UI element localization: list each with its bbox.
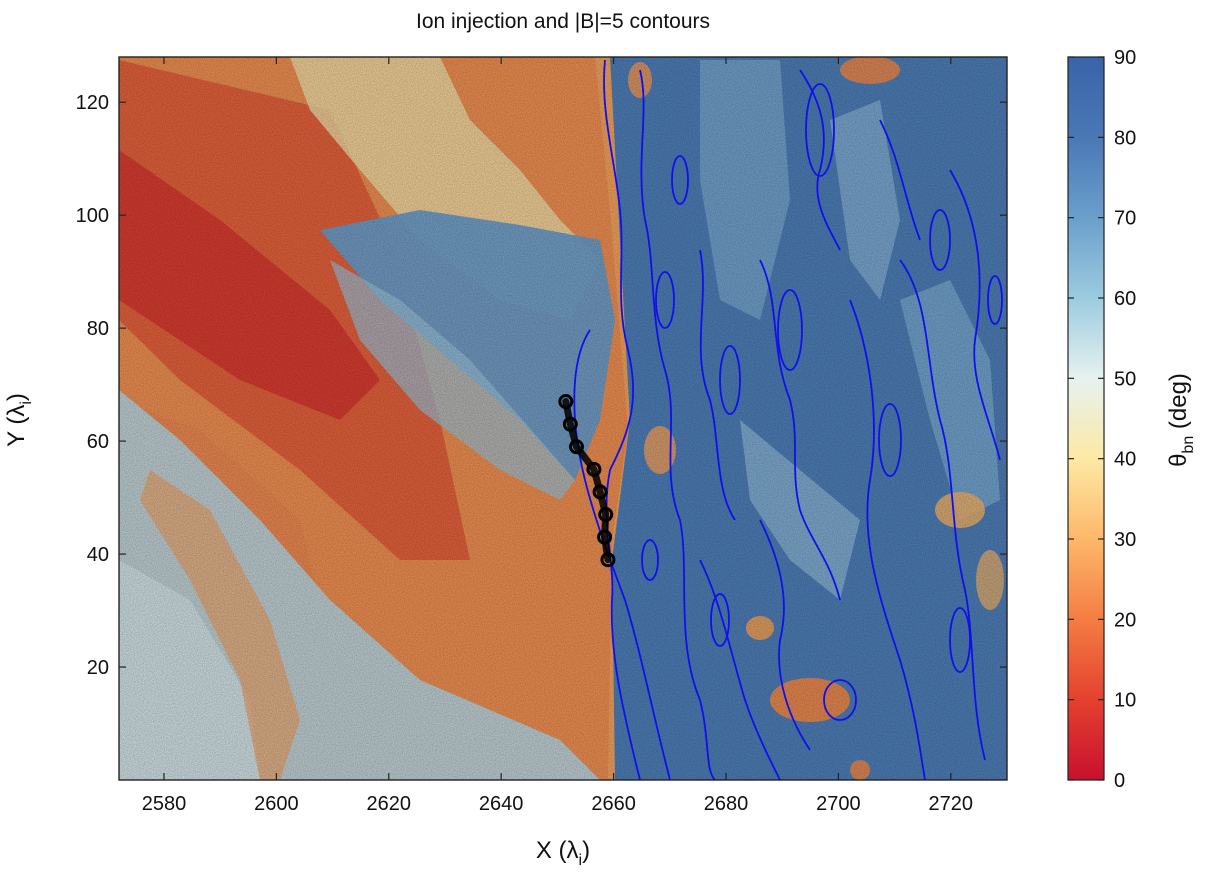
contour-line (699, 249, 736, 521)
y-tick-label: 80 (87, 318, 109, 340)
contour-line (759, 519, 811, 751)
contour-loop (929, 209, 951, 271)
contour-line (899, 259, 986, 761)
y-axis-ticks: 20 40 60 80 100 120 (76, 92, 1007, 679)
contour-loop (710, 593, 730, 647)
x-tick-label: 2700 (816, 793, 861, 815)
x-tick-label: 2680 (704, 793, 749, 815)
x-tick-label: 2600 (254, 793, 299, 815)
ion-injection-trace (562, 398, 612, 564)
contour-loop (878, 403, 902, 477)
contour-line (799, 69, 841, 251)
y-axis-label-sub: i (18, 401, 35, 405)
ion-injection-point (597, 529, 613, 545)
colorbar-tick-label: 20 (1114, 609, 1136, 631)
contour-loop (719, 345, 741, 415)
contour-loop (823, 679, 857, 721)
contour-line (759, 259, 841, 601)
colorbar-label: θbn (deg) (1165, 373, 1197, 467)
x-axis-label-end: ) (582, 837, 590, 864)
plot-frame (118, 56, 1008, 781)
contour-loop (641, 539, 659, 581)
x-axis-ticks: 2580 2600 2620 2640 2660 2680 2700 2720 (142, 57, 973, 815)
ion-injection-point (558, 394, 574, 410)
x-axis-label-main: X (λ (536, 837, 579, 864)
colorbar (1067, 56, 1105, 781)
colorbar-tick-label: 80 (1114, 127, 1136, 149)
ion-injection-point (562, 416, 578, 432)
x-tick-label: 2660 (591, 793, 636, 815)
x-tick-label: 2620 (367, 793, 412, 815)
y-tick-label: 100 (76, 205, 109, 227)
contour-group (573, 59, 1003, 780)
contour-line (879, 119, 921, 241)
contour-loop (805, 83, 835, 177)
ion-injection-point (568, 439, 584, 455)
ion-injection-point (592, 484, 608, 500)
colorbar-tick-label: 70 (1114, 208, 1136, 230)
y-axis-label: Y (λi) (3, 393, 35, 447)
x-tick-label: 2580 (142, 793, 187, 815)
contour-loop (777, 289, 803, 371)
x-axis-label-sub: i (579, 852, 583, 869)
contour-line (639, 69, 716, 780)
contour-loop (949, 607, 971, 673)
y-tick-label: 60 (87, 431, 109, 453)
chart-title: Ion injection and |B|=5 contours (416, 10, 710, 33)
colorbar-label-end: (deg) (1165, 373, 1192, 436)
heatmap-grain (119, 57, 1007, 780)
x-tick-label: 2640 (479, 793, 524, 815)
contour-loop (987, 275, 1003, 325)
colorbar-label-main: θ (1165, 454, 1192, 467)
ion-injection-point (600, 552, 616, 568)
heatmap-field (119, 57, 1007, 780)
contour-line (849, 299, 926, 780)
contour-line (603, 59, 641, 780)
contour-loop (655, 271, 675, 329)
colorbar-tick-label: 60 (1114, 288, 1136, 310)
ion-injection-point (598, 507, 614, 523)
contour-loop (671, 155, 689, 205)
contour-line (699, 559, 781, 780)
colorbar-tick-label: 90 (1114, 47, 1136, 69)
x-axis-label: X (λi) (536, 837, 590, 869)
ion-injection-markers (558, 394, 616, 568)
y-tick-label: 40 (87, 544, 109, 566)
x-tick-label: 2720 (929, 793, 974, 815)
colorbar-label-sub: bn (1180, 436, 1197, 454)
colorbar-ticks: 0 10 20 30 40 50 60 70 80 90 (1068, 47, 1136, 792)
ion-injection-point (586, 461, 602, 477)
colorbar-tick-label: 40 (1114, 449, 1136, 471)
y-tick-label: 120 (76, 92, 109, 114)
y-axis-label-end: ) (3, 393, 30, 401)
contour-line (949, 169, 1001, 461)
y-tick-label: 20 (87, 657, 109, 679)
colorbar-tick-label: 30 (1114, 529, 1136, 551)
y-axis-label-main: Y (λ (3, 405, 30, 447)
colorbar-tick-label: 0 (1114, 770, 1125, 792)
colorbar-tick-label: 10 (1114, 690, 1136, 712)
colorbar-tick-label: 50 (1114, 368, 1136, 390)
